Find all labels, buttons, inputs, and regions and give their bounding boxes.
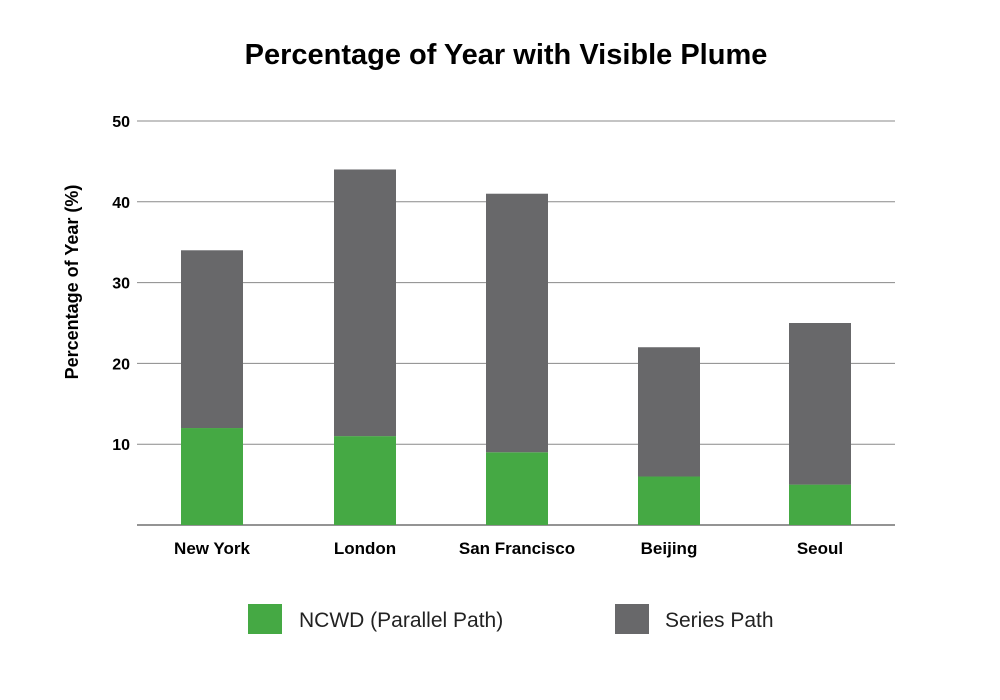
y-tick-label: 20 [112,356,130,373]
legend-label: Series Path [665,609,774,632]
bar-segment-ncwd-1 [334,436,396,525]
x-tick-label: Seoul [797,539,843,558]
bar-segment-series-1 [334,169,396,437]
bar-segment-ncwd-3 [638,476,700,525]
y-axis-label: Percentage of Year (%) [62,185,82,380]
bar-segment-series-4 [789,323,851,485]
y-tick-label: 10 [112,437,130,454]
x-tick-label: San Francisco [459,539,575,558]
y-tick-label: 40 [112,195,130,212]
legend: NCWD (Parallel Path) Series Path [248,604,774,634]
bars [181,169,851,525]
y-tick-label: 50 [112,114,130,131]
y-tick-labels: 10 20 30 40 50 [112,114,130,454]
bar-segment-series-0 [181,250,243,429]
legend-swatch [615,604,649,634]
bar-segment-series-2 [486,193,548,453]
legend-swatch [248,604,282,634]
chart-title: Percentage of Year with Visible Plume [245,39,768,71]
legend-label: NCWD (Parallel Path) [299,609,503,632]
x-tick-label: London [334,539,396,558]
y-tick-label: 30 [112,276,130,293]
bar-segment-ncwd-2 [486,452,548,525]
bar-segment-ncwd-0 [181,428,243,525]
x-tick-labels: New York London San Francisco Beijing Seoul [174,539,843,558]
x-tick-label: Beijing [641,539,698,558]
x-tick-label: New York [174,539,250,558]
bar-segment-ncwd-4 [789,484,851,525]
bar-segment-series-3 [638,347,700,477]
